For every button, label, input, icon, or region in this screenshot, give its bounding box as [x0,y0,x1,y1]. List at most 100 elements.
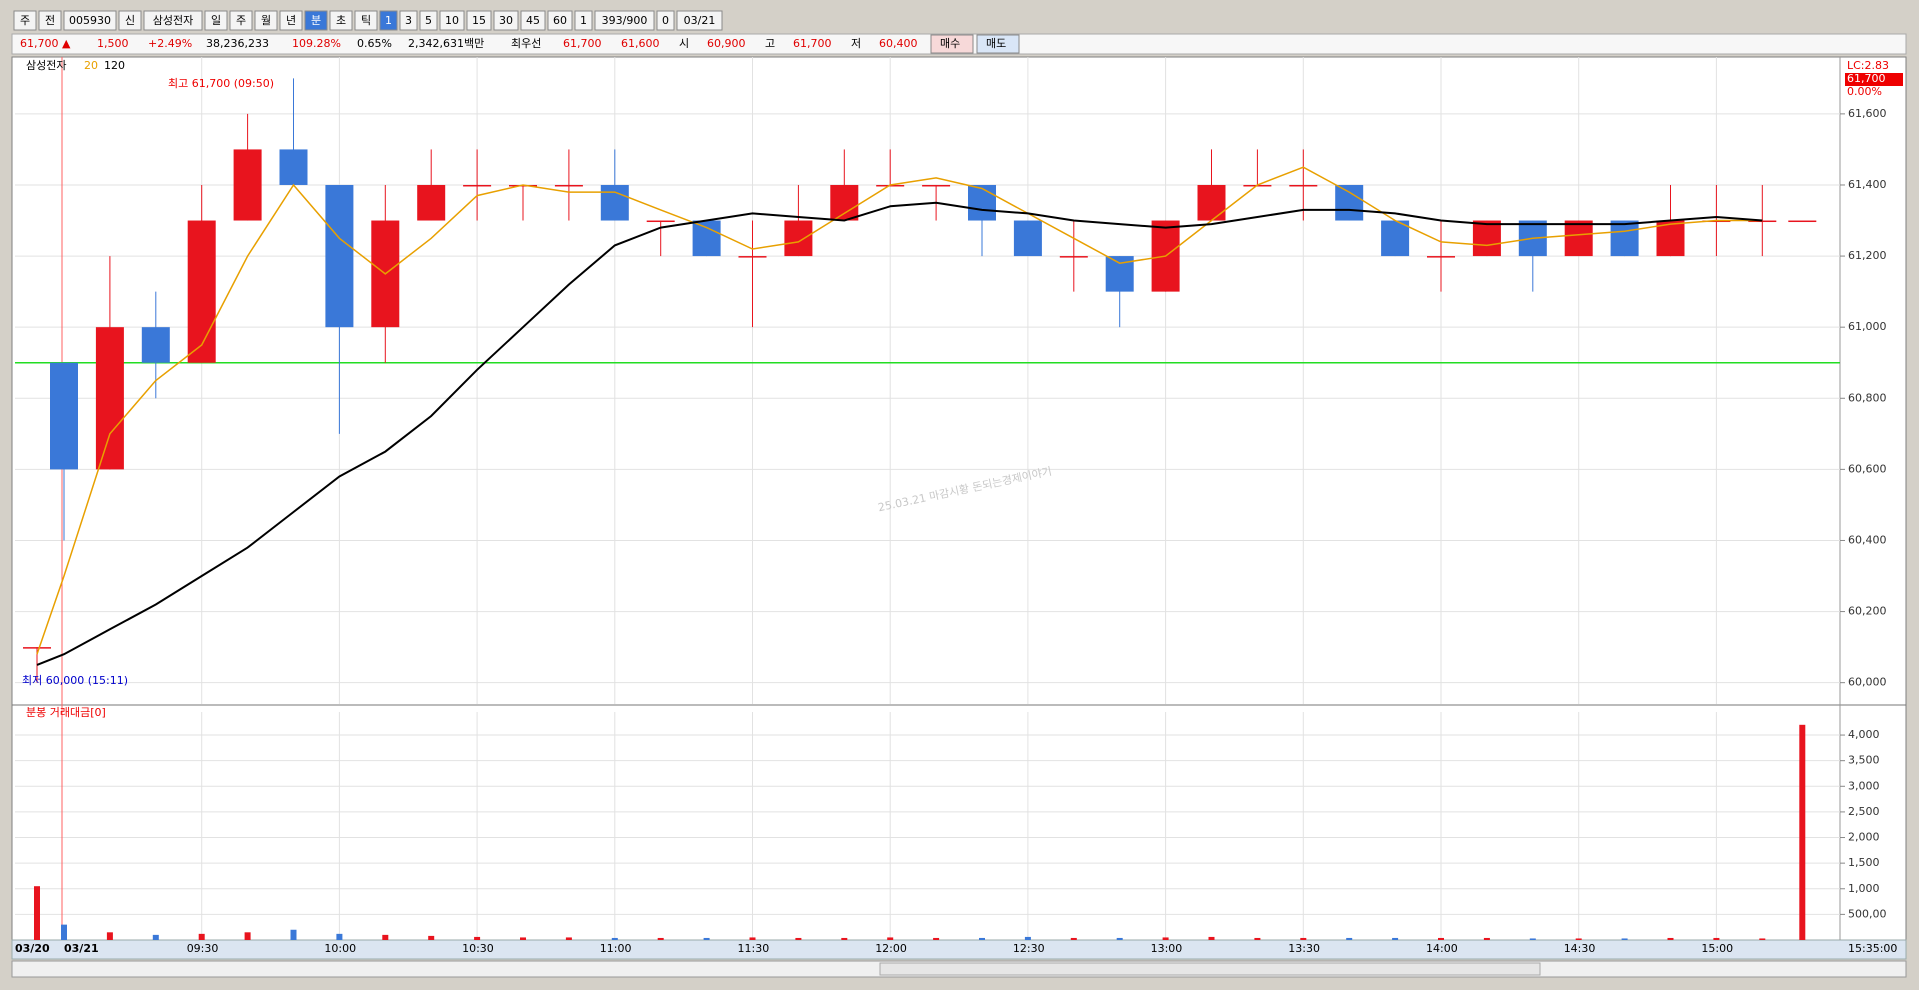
toolbar-label: 주 [236,14,246,27]
volume-bar [1483,937,1490,940]
toolbar-button[interactable] [419,10,438,31]
y-tick-label: 61,400 [1848,178,1887,191]
toolbar-label: 10 [445,14,459,27]
y-tick-label: 1,000 [1848,882,1880,895]
toolbar-button[interactable] [547,10,573,31]
info-value: 38,236,233 [206,37,269,50]
candle-body [692,220,721,257]
toolbar-button[interactable] [143,10,203,31]
y-tick-label: 61,600 [1848,107,1887,120]
volume-bar [520,937,526,940]
volume-bar [1759,938,1766,940]
candle-body [1289,184,1318,187]
toolbar-button[interactable] [13,10,37,31]
candle-body [830,184,859,221]
candle-body [1197,184,1226,221]
price-tag [1845,73,1903,86]
toolbar-label: 전 [45,14,55,27]
toolbar-button[interactable] [118,10,142,31]
toolbar-button[interactable] [466,10,492,31]
y-tick-label: 60,000 [1848,676,1887,689]
toolbar-button[interactable] [279,10,303,31]
toolbar-button[interactable] [229,10,253,31]
candle-body [784,220,813,257]
candle-body [325,184,354,328]
info-value: 61,700 [793,37,832,50]
toolbar-button[interactable] [439,10,465,31]
toolbar-label: 5 [425,14,432,27]
info-value: 매수 [940,37,960,50]
volume-bar [749,937,756,940]
toolbar-button[interactable] [676,10,723,31]
right-label: 61,700 [1847,72,1886,85]
candle-body [279,149,308,185]
y-tick-label: 3,500 [1848,754,1880,767]
toolbar-label: 틱 [361,14,371,27]
toolbar-label: 15 [472,14,486,27]
x-axis-bar [11,939,1907,960]
toolbar-button[interactable] [399,10,418,31]
toolbar-button[interactable] [493,10,519,31]
y-tick-label: 60,200 [1848,605,1887,618]
volume-bar [1162,937,1169,940]
y-tick-label: 60,400 [1848,533,1887,546]
toolbar-label: 393/900 [602,14,648,27]
toolbar-button[interactable] [594,10,655,31]
toolbar-label: 1 [385,14,392,27]
y-tick-label: 1,500 [1848,856,1880,869]
toolbar-button[interactable] [379,10,398,31]
toolbar-button[interactable] [354,10,378,31]
volume-bar [887,937,894,940]
toolbar-label: 1 [580,14,587,27]
candle-body [738,256,767,258]
candle-body [1564,220,1593,257]
x-tick-label: 13:00 [1151,942,1183,955]
x-tick-label: 14:00 [1426,942,1458,955]
candle-body [1013,220,1042,257]
toolbar-button[interactable] [520,10,546,31]
y-tick-label: 61,200 [1848,249,1887,262]
candle-body [187,220,216,363]
candle-body [1335,184,1364,221]
candle-body [95,327,124,470]
info-value: 매도 [986,37,1006,50]
toolbar-label: 45 [526,14,540,27]
volume-bar [382,934,389,940]
x-tick-label: 03/21 [64,942,99,955]
toolbar-label: 005930 [69,14,111,27]
y-tick-label: 60,800 [1848,391,1887,404]
volume-bar [1438,937,1444,940]
info-value: 60,400 [879,37,918,50]
candle-body [1748,220,1777,223]
chart-bg [11,56,1907,941]
volume-bar [841,937,848,940]
toolbar-button[interactable] [304,10,328,31]
toolbar-label: 주 [20,14,30,27]
info-value: 저 [851,37,861,50]
toolbar-button[interactable] [329,10,353,31]
volume-bar [152,934,159,940]
volume-bar [1116,937,1123,940]
toolbar-button[interactable] [574,10,593,31]
right-label: LC:2.83 [1847,59,1889,72]
volume-bar [1713,937,1720,940]
volume-bar [703,937,710,940]
volume-bar [1346,937,1353,940]
order-button[interactable] [976,34,1020,54]
toolbar-button[interactable] [254,10,278,31]
order-button[interactable] [930,34,974,54]
x-tick-label: 12:30 [1013,942,1045,955]
volume-bar [34,886,40,940]
scroll-thumb[interactable] [879,962,1541,976]
x-tick-label: 13:30 [1288,942,1320,955]
toolbar-button[interactable] [204,10,228,31]
volume-bar [61,924,67,940]
toolbar-button[interactable] [38,10,62,31]
toolbar-button[interactable] [656,10,675,31]
y-tick-label: 2,000 [1848,831,1880,844]
volume-bar [106,932,113,940]
toolbar-button[interactable] [63,10,117,31]
volume-bar [1667,937,1674,940]
volume-title: 분봉 거래대금[0] [26,706,106,719]
candle-body [1427,256,1455,258]
